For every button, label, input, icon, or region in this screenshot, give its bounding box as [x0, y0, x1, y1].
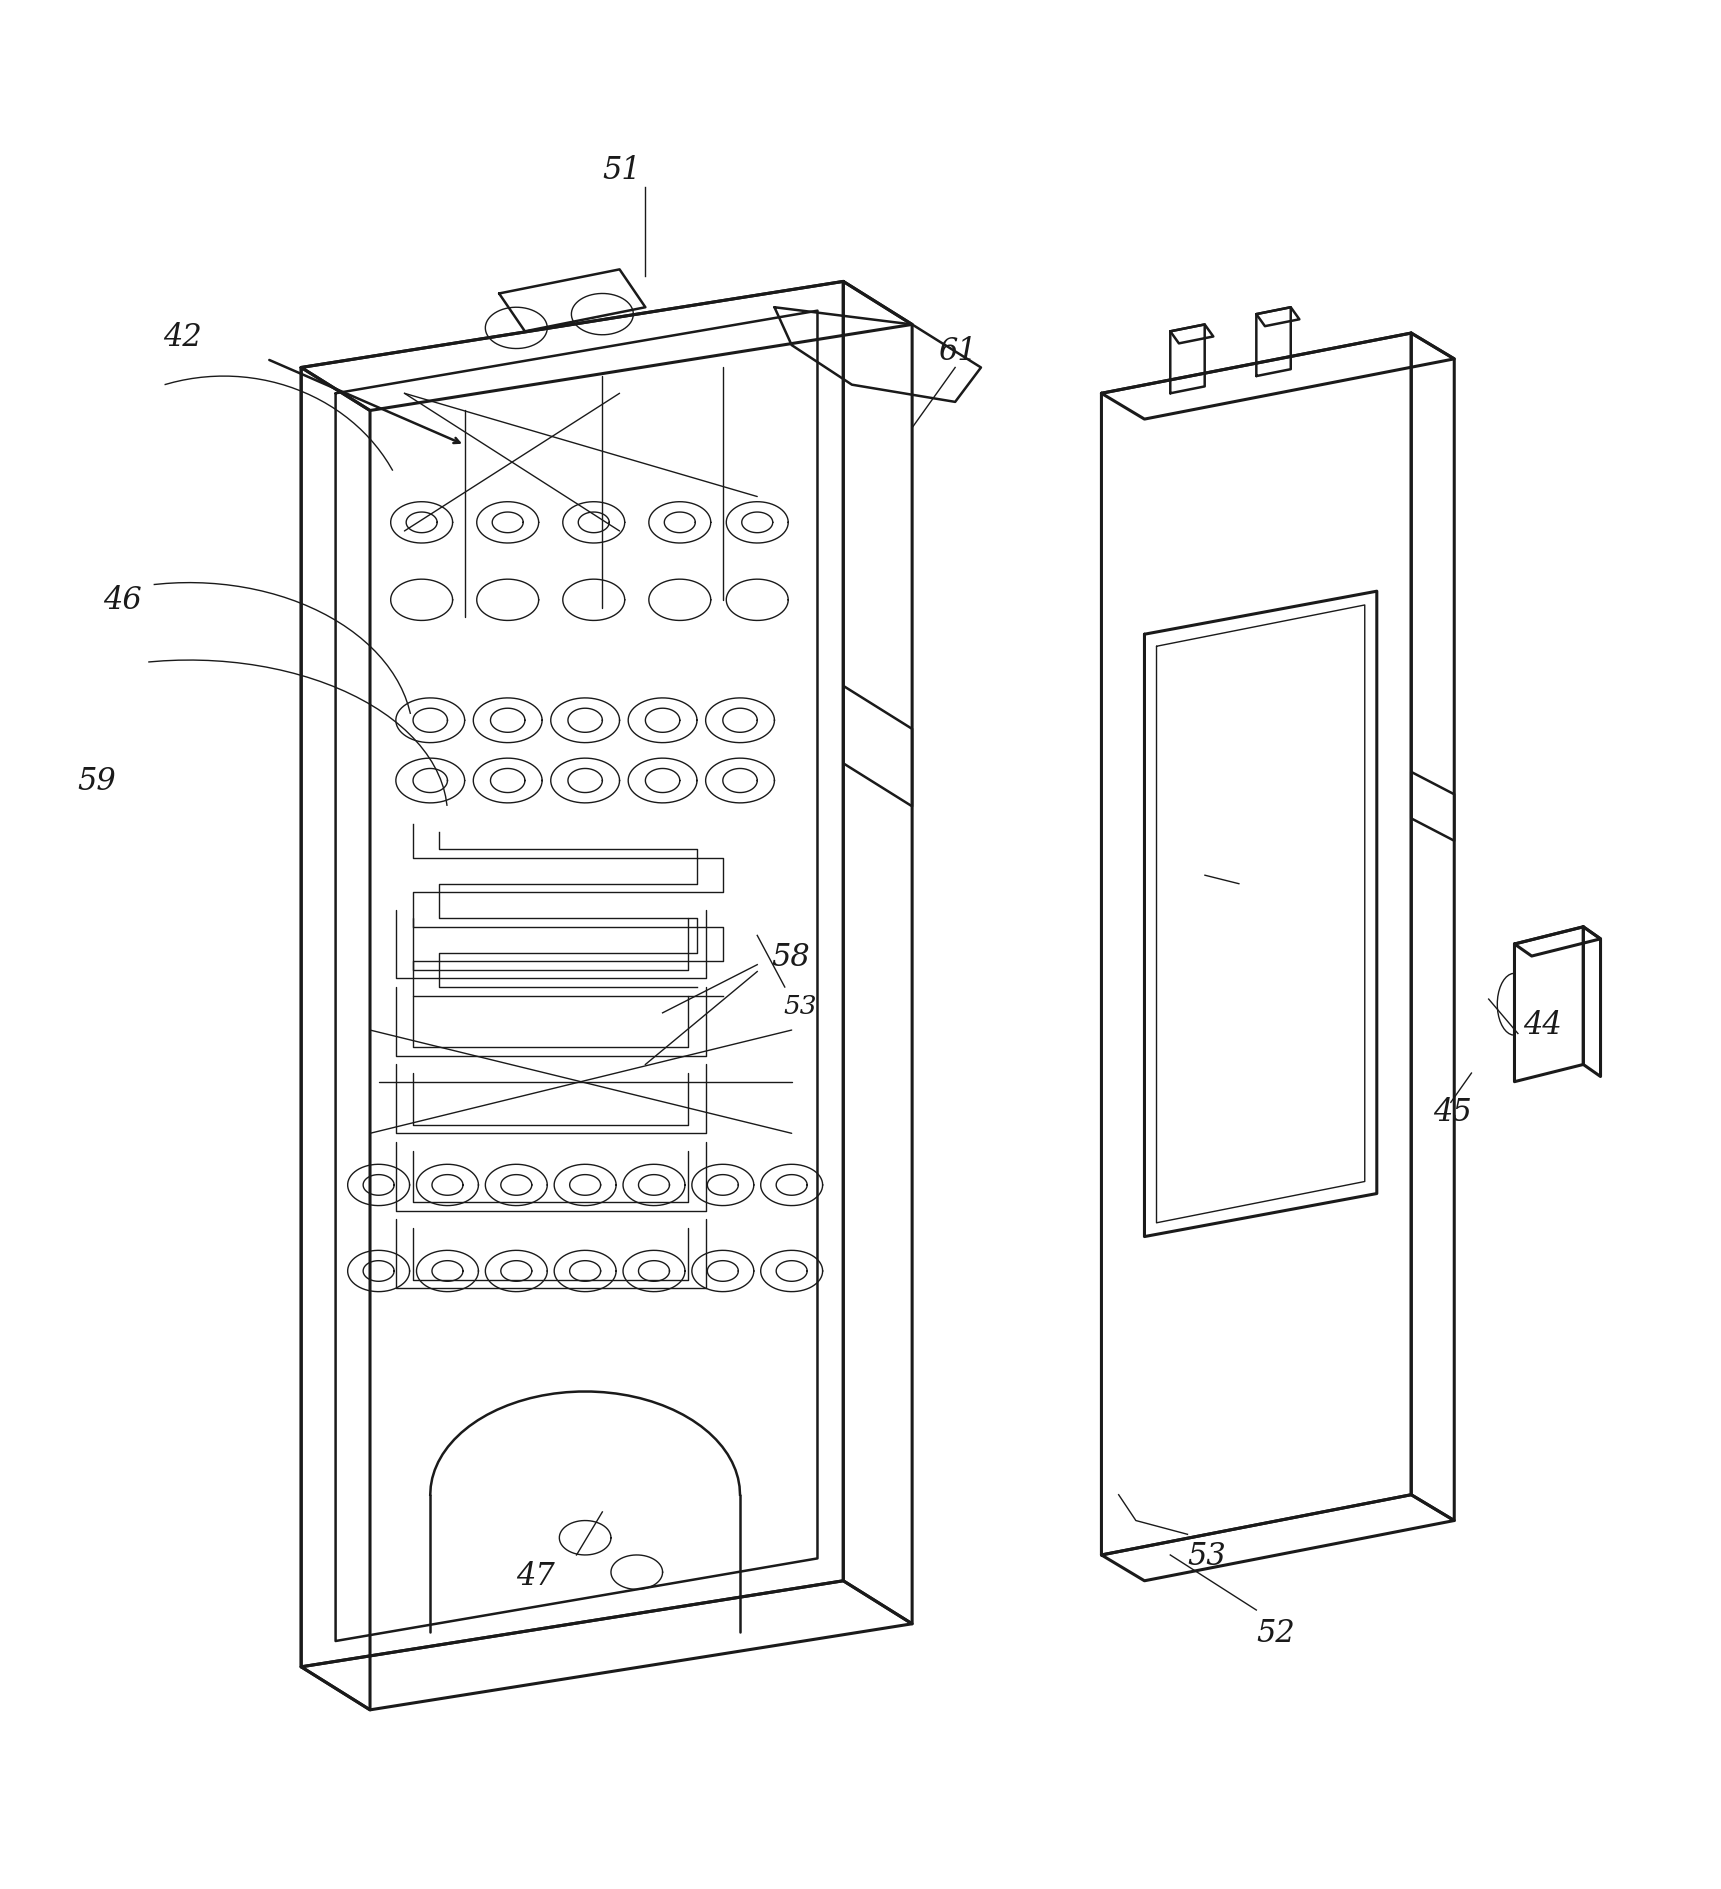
Text: 61: 61 — [938, 336, 978, 366]
Text: 51: 51 — [602, 155, 642, 185]
Text: 47: 47 — [516, 1560, 556, 1591]
Text: 58: 58 — [771, 941, 811, 973]
Text: 45: 45 — [1434, 1096, 1473, 1128]
Text: 53: 53 — [783, 994, 816, 1018]
Text: 44: 44 — [1523, 1011, 1563, 1041]
Text: 53: 53 — [1187, 1540, 1227, 1572]
Text: 46: 46 — [103, 586, 143, 616]
Text: 59: 59 — [77, 765, 117, 797]
Text: 52: 52 — [1256, 1617, 1296, 1647]
Text: 42: 42 — [163, 321, 203, 353]
